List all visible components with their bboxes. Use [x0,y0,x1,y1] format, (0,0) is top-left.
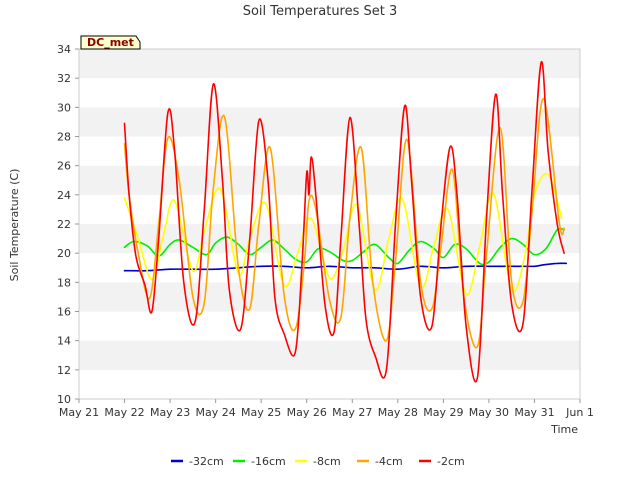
grid-band [79,194,580,224]
y-tick-label: 20 [57,247,71,260]
badge-label: DC_met [87,36,134,49]
x-axis-ticks: May 21 May 22 May 23 May 24 May 25 May 26 May … [59,399,594,419]
y-axis-label: Soil Temperature (C) [8,169,21,282]
x-tick-label: May 21 [59,406,99,419]
dc-met-badge: DC_met [80,35,141,50]
y-tick-label: 18 [57,276,71,289]
x-tick-label: May 25 [241,406,281,419]
grid-band [79,49,580,79]
x-tick-label: May 26 [287,406,327,419]
series-line-32cm [123,262,568,272]
x-tick-label: Jun 1 [565,406,594,419]
y-tick-label: 32 [57,72,71,85]
y-axis-ticks: 10 12 14 16 18 20 22 24 26 28 30 32 34 [57,43,79,406]
legend-label: -4cm [375,455,403,468]
legend: -32cm -16cm -8cm -4cm -2cm [171,455,465,468]
x-tick-label: May 28 [378,406,418,419]
x-tick-label: May 31 [514,406,554,419]
series-line-2cm [123,61,565,383]
legend-label: -2cm [437,455,465,468]
y-tick-label: 22 [57,218,71,231]
x-tick-label: May 29 [423,406,463,419]
y-tick-label: 16 [57,306,71,319]
x-tick-label: May 27 [332,406,372,419]
legend-label: -16cm [251,455,286,468]
y-tick-label: 10 [57,393,71,406]
y-tick-label: 12 [57,364,71,377]
y-tick-label: 28 [57,131,71,144]
grid-band [79,340,580,370]
legend-label: -32cm [189,455,224,468]
y-tick-label: 14 [57,335,71,348]
grid-band [79,136,580,166]
chart-title: Soil Temperatures Set 3 [243,4,398,19]
grid-band [79,369,580,399]
y-tick-label: 34 [57,43,71,56]
x-tick-label: May 23 [150,406,190,419]
badge-shape [80,35,141,50]
legend-label: -8cm [313,455,341,468]
y-tick-label: 26 [57,160,71,173]
y-tick-label: 24 [57,189,71,202]
x-axis-label: Time [550,423,578,436]
grid-band [79,78,580,108]
series-line-4cm [123,97,565,349]
x-tick-label: May 24 [196,406,236,419]
y-tick-label: 30 [57,101,71,114]
grid-band [79,311,580,341]
series-lines [123,61,568,383]
x-tick-label: May 22 [104,406,144,419]
grid-band [79,107,580,137]
series-line-8cm [123,172,563,296]
x-tick-label: May 30 [469,406,509,419]
